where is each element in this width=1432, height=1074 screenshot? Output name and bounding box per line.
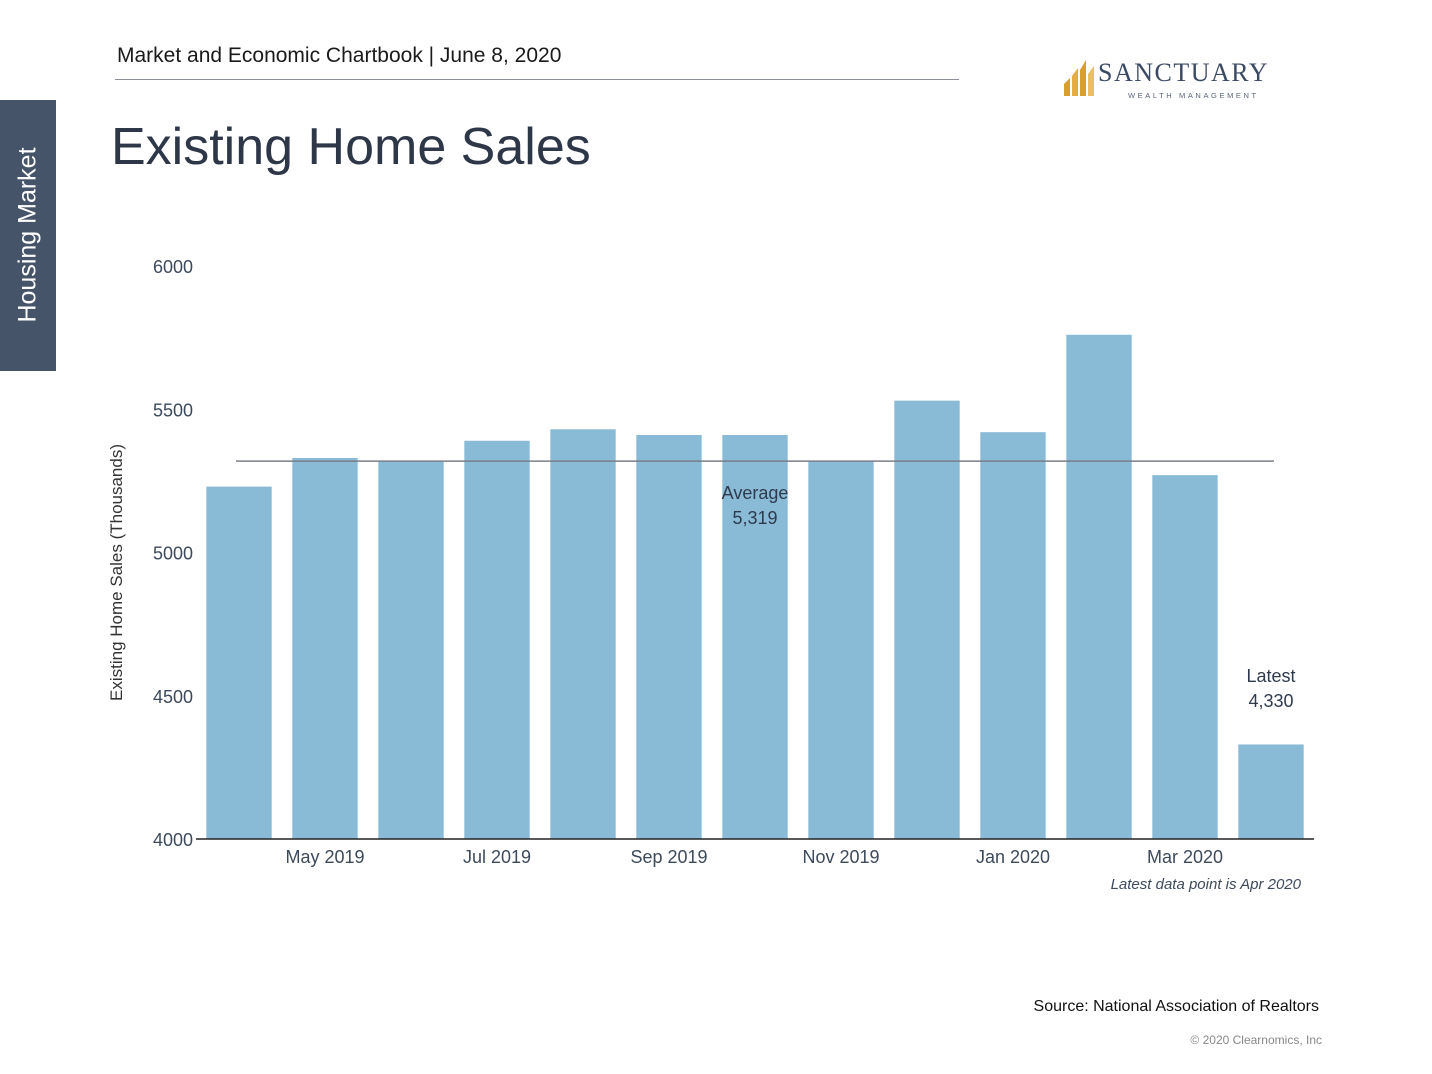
logo-wordmark: SANCTUARY xyxy=(1098,58,1269,87)
x-tick-label-jul-2019: Jul 2019 xyxy=(463,847,531,867)
y-tick-label-4500: 4500 xyxy=(153,687,193,707)
y-tick-label-4000: 4000 xyxy=(153,830,193,850)
bar-oct-2019 xyxy=(722,435,788,839)
header-divider xyxy=(115,79,959,80)
bar-apr-2020 xyxy=(1238,744,1304,839)
latest-annotation-label: Latest xyxy=(1246,666,1295,686)
y-tick-label-5500: 5500 xyxy=(153,400,193,420)
bar-jun-2019 xyxy=(378,460,444,839)
x-tick-label-sep-2019: Sep 2019 xyxy=(630,847,707,867)
bar-aug-2019 xyxy=(550,429,616,839)
bar-mar-2020 xyxy=(1152,475,1218,839)
copyright-note: © 2020 Clearnomics, Inc xyxy=(1190,1033,1322,1047)
section-side-tab: Housing Market xyxy=(0,100,56,371)
bar-jan-2020 xyxy=(980,432,1046,839)
y-tick-label-6000: 6000 xyxy=(153,257,193,277)
y-tick-label-5000: 5000 xyxy=(153,544,193,564)
average-annotation-label: Average xyxy=(722,483,789,503)
bar-sep-2019 xyxy=(636,435,702,839)
sanctuary-logo-icon xyxy=(1064,60,1094,96)
sanctuary-logo: SANCTUARY WEALTH MANAGEMENT xyxy=(1062,58,1282,102)
x-tick-label-mar-2020: Mar 2020 xyxy=(1147,847,1223,867)
x-tick-label-may-2019: May 2019 xyxy=(285,847,364,867)
x-tick-label-nov-2019: Nov 2019 xyxy=(802,847,879,867)
page-title: Existing Home Sales xyxy=(111,118,591,176)
latest-data-note: Latest data point is Apr 2020 xyxy=(1111,876,1302,893)
x-tick-label-jan-2020: Jan 2020 xyxy=(976,847,1050,867)
source-note: Source: National Association of Realtors xyxy=(1033,998,1319,1015)
bar-nov-2019 xyxy=(808,460,874,839)
average-annotation-value: 5,319 xyxy=(732,508,777,528)
bar-apr-2019 xyxy=(206,486,272,839)
latest-annotation-value: 4,330 xyxy=(1248,691,1293,711)
bar-dec-2019 xyxy=(894,400,960,839)
y-axis-title: Existing Home Sales (Thousands) xyxy=(107,444,126,701)
logo-subtitle: WEALTH MANAGEMENT xyxy=(1128,91,1259,100)
chartbook-header: Market and Economic Chartbook | June 8, … xyxy=(117,44,562,67)
bar-may-2019 xyxy=(292,457,358,839)
bar-jul-2019 xyxy=(464,440,530,839)
bar-feb-2020 xyxy=(1066,334,1132,839)
